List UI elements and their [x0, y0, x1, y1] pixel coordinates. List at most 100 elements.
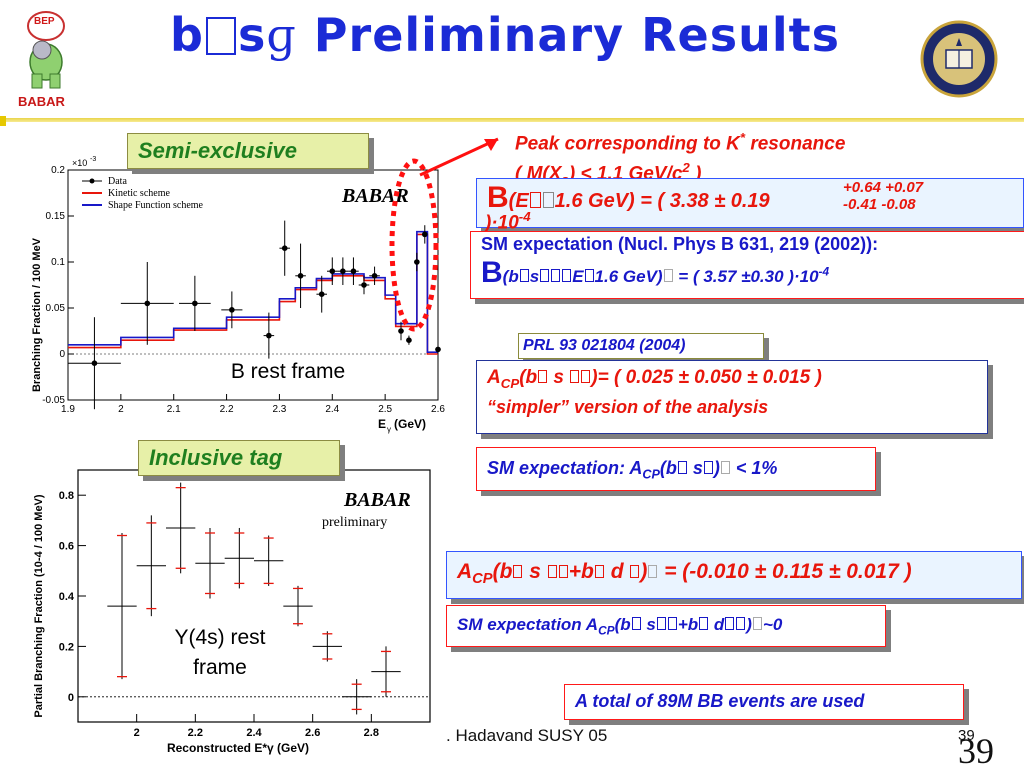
sm2-b: (b	[659, 458, 677, 478]
acp2-b: s	[523, 560, 547, 583]
bf-main-value: 1.6 GeV) = ( 3.38 ± 0.19	[554, 190, 770, 212]
data-point	[229, 307, 235, 313]
tab-inclusive-tag: Inclusive tag	[138, 440, 340, 476]
data-point	[361, 282, 367, 288]
sm1-b: s	[529, 267, 540, 286]
semi-exclusive-chart: 1.9 2 2.1 2.2 2.3 2.4 2.5 2.6 -0.05 0 0.05 0.1 0.15 0…	[28, 150, 448, 440]
sm2-e: < 1%	[730, 458, 778, 478]
acp1-sub: CP	[500, 375, 520, 391]
acp2-line: ACP(b s +b d ) = (-0.010 ± 0.115 ± 0.017…	[457, 560, 912, 587]
x-tick-label: 2.6	[305, 727, 320, 739]
y-tick-label: 0	[59, 349, 65, 360]
acp2-sub: CP	[472, 571, 493, 588]
sm3-e: d	[709, 615, 725, 634]
x-tick-label: 2.8	[364, 727, 379, 739]
sm2-a: SM expectation: A	[487, 458, 643, 478]
data-point	[414, 259, 420, 265]
gamma-glyph-icon	[725, 617, 735, 630]
title-rule-accent	[0, 116, 6, 126]
acp-result-box-1: ACP(b s )= ( 0.025 ± 0.050 ± 0.015 ) “si…	[476, 360, 988, 434]
gamma-glyph-icon	[547, 565, 557, 578]
step-line-shape-function-scheme	[68, 230, 438, 353]
y-tick-label: 0.15	[46, 211, 66, 222]
prl-text: PRL 93 021804 (2004)	[523, 337, 686, 354]
arrow-glyph-icon	[594, 565, 604, 578]
y-tick-label: 0.8	[59, 490, 74, 502]
y-tick-label: -0.05	[42, 395, 65, 406]
arrow-glyph-icon	[538, 370, 548, 383]
peak-line1-sup: *	[739, 130, 746, 145]
bf-result-box: B(E 1.6 GeV) = ( 3.38 ± 0.19 +0.64 +0.07 …	[476, 178, 1024, 233]
data-point	[435, 346, 441, 353]
x-tick-label: 1.9	[61, 404, 75, 415]
bf-tail-text: )·10	[485, 212, 519, 234]
peak-highlight	[389, 137, 499, 332]
data-point	[318, 291, 325, 297]
data-point	[421, 231, 428, 238]
x-tick-label: 2	[118, 404, 124, 415]
data-point	[192, 300, 198, 307]
peak-line2-end: )	[689, 163, 702, 185]
data-point	[350, 268, 357, 274]
footer-author: . Hadavand SUSY 05	[446, 726, 608, 745]
data-point	[91, 360, 98, 366]
x-tick-label: 2.6	[431, 404, 445, 415]
page-number-large: 39	[958, 731, 994, 771]
title-prefix: b	[170, 8, 204, 62]
legend-marker-dot	[89, 178, 95, 184]
acp-result-box-2: ACP(b s +b d ) = (-0.010 ± 0.115 ± 0.017…	[446, 551, 1022, 599]
arrow-glyph-icon	[631, 617, 641, 630]
data-point	[297, 273, 304, 279]
acp2-d: d	[604, 560, 630, 583]
arrow-glyph-icon	[699, 617, 709, 630]
acp2-A: A	[457, 560, 473, 583]
babar-brand: BABAR	[341, 185, 409, 207]
page-number-small: 39	[958, 727, 975, 744]
title-gamma: ɡ	[266, 8, 297, 62]
bf-errors-top: +0.64 +0.07	[843, 179, 924, 196]
title-rule	[0, 118, 1024, 122]
x-axis-unit: (GeV)	[394, 417, 426, 431]
y-tick-label: 0	[68, 692, 74, 704]
bf-errors: +0.64 +0.07 -0.41 -0.08	[843, 179, 923, 213]
sm3-d: +b	[677, 615, 699, 634]
step-line-kinetic-scheme	[68, 233, 438, 355]
tab-semi-exclusive: Semi-exclusive	[127, 133, 369, 169]
peak-line2-sup: 2	[682, 160, 690, 176]
university-seal-icon	[920, 20, 998, 98]
peak-line1-tail: resonance	[745, 133, 846, 155]
acp1-line-1: ACP(b s )= ( 0.025 ± 0.050 ± 0.015 )	[487, 367, 822, 391]
x-tick-label: 2.1	[167, 404, 181, 415]
sm3-line: SM expectation ACP(b s +b d) ~0	[457, 615, 782, 637]
peak-arrow	[419, 137, 499, 177]
x-tick-label: 2.4	[246, 727, 262, 739]
plot-frame	[67, 169, 439, 401]
arrow-glyph-icon	[205, 17, 236, 55]
y-tick-label: 0.05	[46, 303, 66, 314]
sm1-line-1: SM expectation (Nucl. Phys B 631, 219 (2…	[481, 234, 879, 254]
sm1-d: 1.6 GeV)	[594, 267, 663, 286]
gamma-glyph-icon	[667, 617, 677, 630]
peak-arrowhead-icon	[484, 139, 498, 151]
acp1-A: A	[487, 367, 501, 388]
peak-line-1: Peak corresponding to K* resonance	[515, 126, 845, 156]
acp2-f: = (-0.010 ± 0.115 ± 0.017 )	[658, 560, 912, 583]
acp2-c: +b	[568, 560, 594, 583]
babar-brand: BABAR	[343, 489, 411, 511]
data-point	[281, 245, 288, 251]
babar-logo: BEP BABAR	[8, 6, 86, 110]
glyph-icon	[663, 269, 673, 282]
y-multiplier: ×10	[72, 158, 87, 168]
gamma-glyph-icon	[551, 269, 561, 282]
sm2-sub: CP	[642, 467, 660, 482]
sm2-c: s	[687, 458, 703, 478]
arrow-glyph-icon	[519, 269, 529, 282]
x-axis-sub: γ	[387, 425, 391, 434]
sm1-e: = ( 3.57 ±0.30 )·10	[673, 267, 819, 286]
acp2-e: )	[640, 560, 648, 583]
data-point	[371, 273, 378, 279]
arrow-glyph-icon	[513, 565, 523, 578]
acp1-line-2: “simpler” version of the analysis	[487, 397, 769, 417]
legend-entry: Shape Function scheme	[108, 200, 204, 211]
frame-label: B rest frame	[231, 360, 345, 383]
